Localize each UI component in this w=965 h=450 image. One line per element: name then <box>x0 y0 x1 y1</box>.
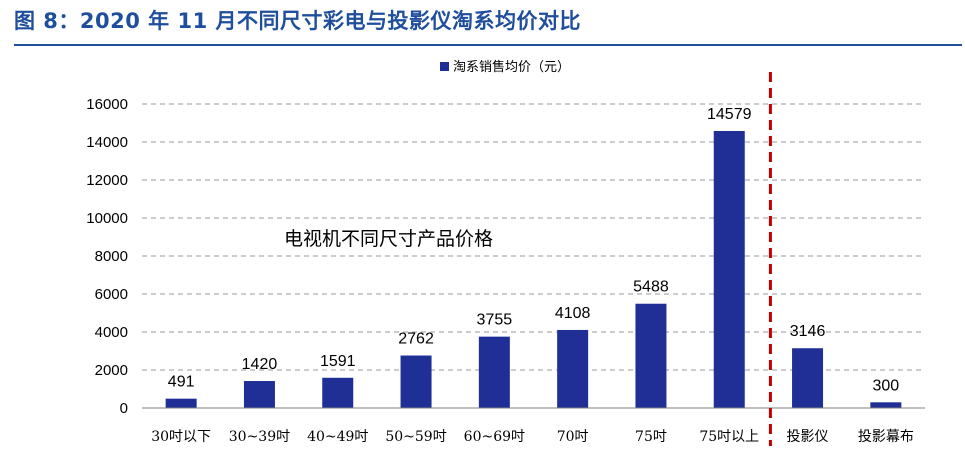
data-label: 3755 <box>477 312 513 329</box>
x-tick-label: 投影仪 <box>787 429 829 445</box>
y-tick-label: 10000 <box>86 210 128 227</box>
figure-title: 图 8：2020 年 11 月不同尺寸彩电与投影仪淘系均价对比 <box>14 9 582 33</box>
x-tick-label: 投影幕布 <box>858 429 914 445</box>
y-tick-label: 8000 <box>95 248 128 265</box>
y-tick-label: 14000 <box>86 134 128 151</box>
x-tick-label: 70吋 <box>557 429 589 445</box>
bar <box>400 355 432 408</box>
x-tick-label: 50~59吋 <box>385 429 446 445</box>
x-tick-label: 40~49吋 <box>307 429 368 445</box>
data-label: 300 <box>872 377 899 394</box>
bar <box>792 348 824 408</box>
bar <box>557 329 589 408</box>
bar <box>478 336 510 408</box>
data-label: 2762 <box>398 331 434 348</box>
x-axis: 30吋以下 30~39吋 40~49吋 50~59吋 60~69吋 70吋 75吋 75吋以上… <box>142 407 925 445</box>
y-tick-label: 6000 <box>95 286 128 303</box>
legend-label: 淘系销售均价（元） <box>453 59 570 75</box>
legend-swatch <box>440 62 449 71</box>
data-label: 14579 <box>707 106 752 123</box>
x-tick-label: 75吋 <box>635 429 667 445</box>
bar <box>322 377 354 408</box>
bar <box>243 381 275 408</box>
y-tick-label: 12000 <box>86 172 128 189</box>
x-tick-label: 30吋以下 <box>151 429 211 445</box>
y-axis: 0 2000 4000 6000 8000 10000 12000 14000 16000 <box>86 96 128 417</box>
bar <box>165 398 197 408</box>
title-underline <box>14 44 962 46</box>
annotations: 电视机不同尺寸产品价格 <box>284 72 772 446</box>
data-label: 3146 <box>790 323 826 340</box>
data-label: 4108 <box>555 305 591 322</box>
bar <box>870 402 902 408</box>
data-label: 1591 <box>320 353 356 370</box>
bar <box>713 130 745 408</box>
y-tick-label: 16000 <box>86 96 128 113</box>
legend: 淘系销售均价（元） <box>440 59 570 75</box>
bar <box>635 303 667 408</box>
bars: 491 1420 1591 2762 3755 4108 5488 14579 3146 300 <box>165 106 902 408</box>
y-tick-label: 2000 <box>95 362 128 379</box>
x-tick-label: 60~69吋 <box>464 429 525 445</box>
y-tick-label: 0 <box>120 400 128 417</box>
data-label: 1420 <box>242 356 278 373</box>
data-label: 491 <box>168 374 195 391</box>
chart-annotation: 电视机不同尺寸产品价格 <box>284 228 493 250</box>
y-tick-label: 4000 <box>95 324 128 341</box>
x-tick-label: 75吋以上 <box>699 429 759 445</box>
data-label: 5488 <box>633 279 669 296</box>
x-tick-label: 30~39吋 <box>229 429 290 445</box>
